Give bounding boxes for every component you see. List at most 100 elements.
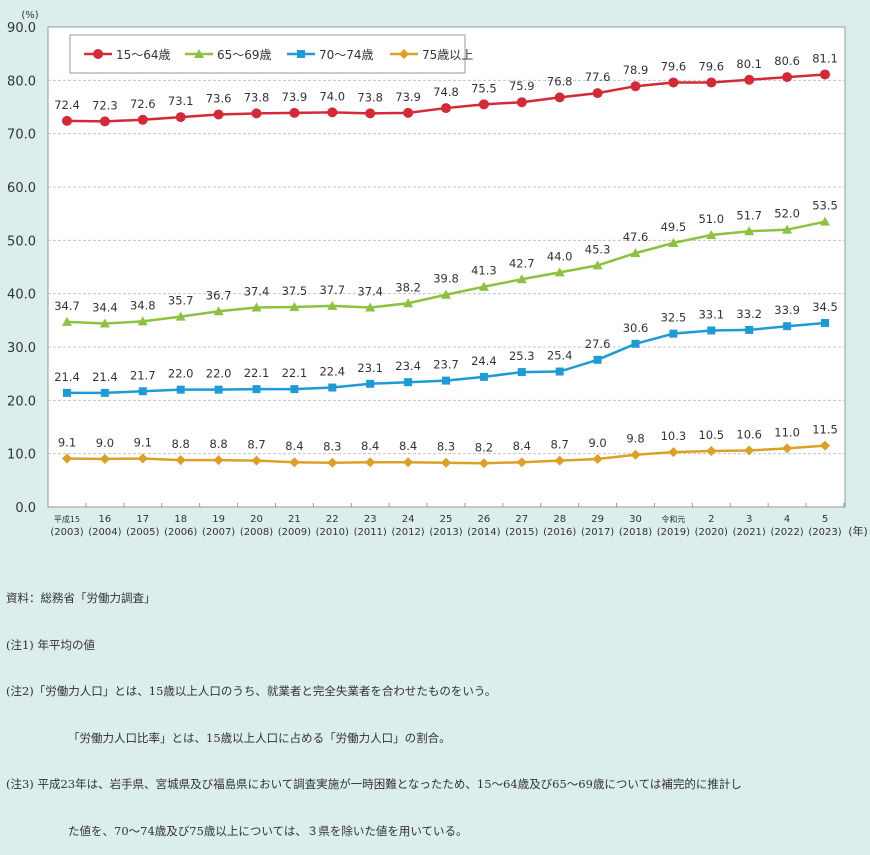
x-tick-label: 平成15 [54, 514, 80, 524]
data-point [99, 454, 110, 464]
y-tick-label: 50.0 [7, 234, 36, 249]
data-label: 80.6 [774, 54, 800, 68]
y-tick-label: 10.0 [7, 448, 36, 463]
data-point [478, 99, 489, 110]
data-point [820, 69, 830, 80]
data-point [175, 311, 186, 321]
x-tick-year: (2020) [695, 527, 728, 538]
x-axis-unit: (年) [848, 524, 868, 538]
data-point [297, 50, 305, 58]
note-3: (注3) 平成23年は、岩手県、宮城県及び福島県において調査実施が一時困難となっ… [6, 777, 742, 791]
data-label: 8.8 [172, 437, 190, 451]
data-point [630, 248, 641, 258]
data-label: 72.3 [92, 98, 118, 112]
data-point [137, 114, 148, 125]
data-label: 37.5 [282, 284, 308, 298]
x-tick-label: 25 [440, 514, 453, 525]
x-tick-label: 17 [136, 514, 149, 525]
data-point [516, 457, 527, 468]
data-label: 23.1 [357, 361, 383, 375]
x-tick-year: (2014) [467, 527, 500, 538]
data-label: 37.4 [357, 285, 383, 299]
data-point [327, 107, 338, 118]
y-tick-label: 20.0 [7, 394, 36, 409]
x-tick-year: (2019) [657, 527, 690, 538]
data-point [745, 325, 754, 334]
data-point [252, 385, 261, 394]
data-label: 37.4 [244, 285, 270, 299]
data-point [668, 238, 679, 247]
data-label: 23.4 [395, 359, 421, 373]
note-2-cont: 「労働力人口比率」とは、15歳以上人口に占める「労働力人口」の割合。 [68, 730, 451, 745]
data-label: 9.8 [626, 432, 644, 446]
x-tick-label: 16 [99, 514, 112, 525]
data-point [289, 302, 300, 311]
data-label: 76.8 [547, 74, 573, 88]
data-label: 9.1 [58, 435, 76, 449]
data-label: 73.9 [282, 90, 308, 104]
data-point [744, 226, 755, 236]
data-point [328, 383, 337, 392]
data-label: 27.6 [585, 337, 611, 351]
x-tick-label: 29 [591, 514, 604, 525]
data-label: 74.8 [433, 85, 459, 99]
data-label: 22.4 [319, 365, 345, 379]
data-point [213, 109, 224, 120]
y-tick-label: 90.0 [7, 21, 36, 36]
data-point [365, 108, 376, 119]
data-label: 34.4 [92, 301, 118, 315]
data-label: 22.1 [282, 366, 308, 380]
data-label: 75.9 [509, 79, 535, 93]
data-label: 24.4 [471, 354, 497, 368]
data-point [213, 306, 224, 316]
data-label: 8.2 [475, 440, 493, 454]
data-point [744, 74, 755, 85]
x-tick-label: 28 [553, 514, 566, 525]
data-point [441, 457, 451, 468]
x-tick-year: (2006) [164, 527, 197, 538]
y-axis-label: (%) [21, 10, 38, 21]
data-point [668, 447, 679, 458]
legend-label: 70～74歳 [319, 48, 374, 62]
x-tick-year: (2022) [770, 527, 803, 538]
x-tick-year: (2009) [278, 527, 311, 538]
data-point [555, 367, 564, 376]
data-point [62, 453, 72, 464]
data-label: 73.8 [244, 90, 270, 104]
x-tick-label: 4 [784, 514, 790, 525]
data-label: 35.7 [168, 294, 194, 308]
data-point [478, 281, 489, 291]
data-label: 21.4 [92, 370, 118, 384]
x-tick-year: (2007) [202, 527, 235, 538]
data-label: 11.5 [812, 423, 838, 437]
y-tick-label: 40.0 [7, 288, 36, 303]
data-point [668, 77, 679, 88]
data-label: 8.4 [285, 439, 303, 453]
legend-label: 75歳以上 [422, 48, 473, 62]
data-point [631, 339, 640, 348]
data-point [175, 455, 186, 466]
data-point [706, 446, 717, 456]
data-label: 34.7 [54, 299, 80, 313]
data-label: 79.6 [661, 59, 687, 73]
data-label: 9.1 [134, 435, 152, 449]
data-point [289, 457, 300, 468]
data-label: 21.4 [54, 370, 80, 384]
data-label: 39.8 [433, 272, 459, 286]
data-label: 53.5 [812, 199, 838, 213]
data-label: 10.3 [661, 429, 687, 443]
notes: 資料：総務省「労働力調査」 (注1) 年平均の値 (注2)「労働力人口」とは、1… [6, 560, 742, 855]
data-point [404, 378, 413, 387]
data-label: 33.1 [698, 307, 724, 321]
x-tick-label: 令和元 [661, 514, 685, 524]
data-label: 36.7 [206, 288, 232, 302]
data-label: 73.9 [395, 90, 421, 104]
data-point [99, 318, 110, 328]
x-tick-year: (2023) [808, 527, 841, 538]
data-label: 37.7 [319, 283, 345, 297]
x-tick-year: (2010) [316, 527, 349, 538]
data-label: 33.2 [736, 307, 762, 321]
data-point [554, 92, 565, 103]
data-point [593, 355, 602, 364]
x-tick-year: (2004) [88, 527, 121, 538]
